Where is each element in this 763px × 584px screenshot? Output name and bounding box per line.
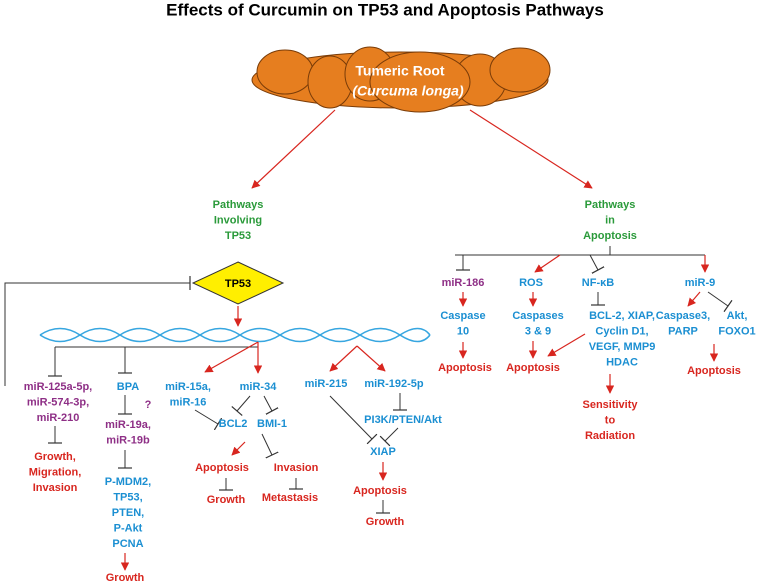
node-label: miR-19a, (105, 419, 151, 431)
node-label: Growth (366, 516, 405, 528)
tp53-diamond (191, 261, 285, 305)
node-label: BMI-1 (257, 418, 287, 430)
node-label: Migration, (29, 466, 82, 478)
node-label: FOXO1 (718, 325, 755, 337)
node-label: Growth, (34, 451, 76, 463)
node-label: Apoptosis (353, 485, 407, 497)
node-label: miR-19b (106, 434, 150, 446)
node-label: 3 & 9 (525, 325, 551, 337)
node-label: miR-186 (442, 277, 485, 289)
node-label: ROS (519, 277, 543, 289)
node-label: miR-9 (685, 277, 716, 289)
node-label: P-MDM2, (105, 476, 151, 488)
node-label: miR-192-5p (364, 378, 424, 390)
node-label: HDAC (606, 356, 638, 368)
root-name: Tumeric Root (355, 63, 445, 79)
root-latin: (Curcuma longa) (352, 83, 464, 99)
node-label: Apoptosis (687, 365, 741, 377)
node-label: Radiation (585, 430, 635, 442)
pathway-label: Pathways (213, 199, 264, 211)
node-label: 10 (457, 325, 469, 337)
node-label: VEGF, MMP9 (589, 341, 656, 353)
node-label: Apoptosis (506, 362, 560, 374)
node-label: miR-16 (170, 396, 207, 408)
title: Effects of Curcumin on TP53 and Apoptosi… (166, 0, 604, 19)
node-label: XIAP (370, 446, 396, 458)
node-label: PARP (668, 325, 698, 337)
pathway-label: Apoptosis (583, 230, 637, 242)
node-label: miR-215 (305, 378, 348, 390)
node-label: PTEN, (112, 507, 144, 519)
node-label: Metastasis (262, 492, 318, 504)
pathway-label: Pathways (585, 199, 636, 211)
node-label: miR-574-3p, (27, 396, 89, 408)
node-label: Growth (106, 572, 145, 584)
node-label: miR-125a-5p, (24, 381, 92, 393)
node-label: BCL-2, XIAP, (589, 310, 655, 322)
node-label: NF-κB (582, 277, 614, 289)
pathway-label: Involving (214, 214, 262, 226)
node-label: TP53, (113, 491, 142, 503)
node-label: Akt, (727, 310, 748, 322)
node-label: Invasion (274, 462, 319, 474)
connectors (4, 109, 733, 571)
node-label: PCNA (112, 538, 143, 550)
tp53-label: TP53 (225, 278, 251, 290)
pathway-label: in (605, 214, 615, 226)
node-label: BPA (117, 381, 139, 393)
node-label: Invasion (33, 482, 78, 494)
node-label: Caspase3, (656, 310, 710, 322)
node-label: Caspases (512, 310, 563, 322)
node-label: BCL2 (219, 418, 248, 430)
node-label: miR-15a, (165, 381, 211, 393)
root-shape (251, 46, 551, 113)
node-label: Apoptosis (195, 462, 249, 474)
node-label: Sensitivity (582, 399, 638, 411)
node-label: Apoptosis (438, 362, 492, 374)
node-label: PI3K/PTEN/Akt (364, 414, 442, 426)
node-label: Growth (207, 494, 246, 506)
node-label: P-Akt (114, 522, 143, 534)
node-label: ? (145, 399, 152, 411)
pathway-label: TP53 (225, 230, 251, 242)
node-label: miR-210 (37, 412, 80, 424)
node-label: to (605, 414, 616, 426)
node-label: Caspase (440, 310, 485, 322)
node-label: miR-34 (240, 381, 278, 393)
node-label: Cyclin D1, (595, 325, 648, 337)
